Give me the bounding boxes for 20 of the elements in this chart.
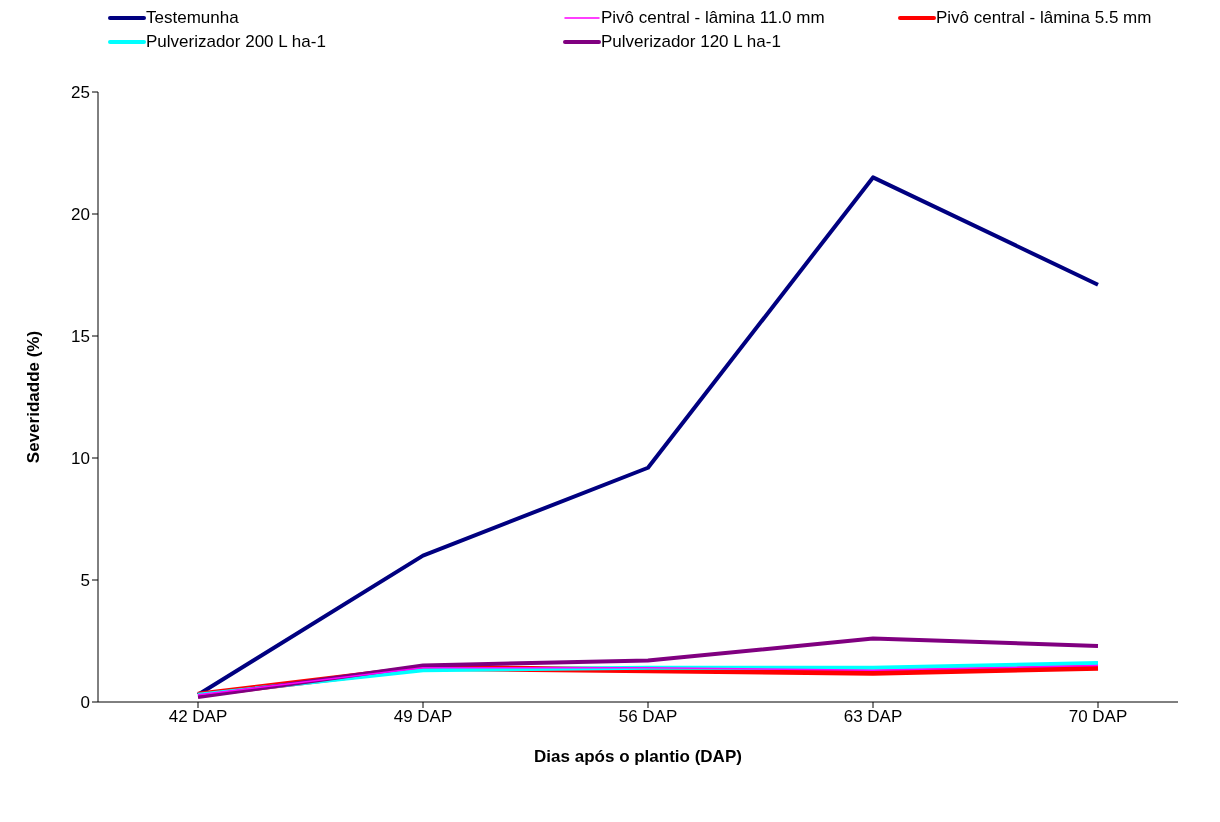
y-tick-label: 10 xyxy=(71,449,90,469)
line-series xyxy=(196,175,1100,697)
legend-label: Pulverizador 200 L ha-1 xyxy=(146,32,326,52)
y-tick-label: 0 xyxy=(80,693,90,713)
x-tick-label: 70 DAP xyxy=(1068,707,1128,727)
y-tick-label: 25 xyxy=(71,83,90,103)
line-series xyxy=(196,636,1100,700)
y-axis-title: Severidadde (%) xyxy=(24,330,44,464)
x-axis-title: Dias após o plantio (DAP) xyxy=(534,747,742,766)
legend-label: Testemunha xyxy=(146,8,239,28)
legend-label: Pivô central - lâmina 5.5 mm xyxy=(936,8,1152,28)
y-tick-label: 15 xyxy=(71,327,90,347)
x-tick-label: 42 DAP xyxy=(168,707,228,727)
y-tick-label: 20 xyxy=(71,205,90,225)
x-tick-label: 56 DAP xyxy=(618,707,678,727)
legend-label: Pivô central - lâmina 11.0 mm xyxy=(601,8,825,28)
x-tick-label: 49 DAP xyxy=(393,707,453,727)
x-tick-label: 63 DAP xyxy=(843,707,903,727)
y-tick-label: 5 xyxy=(80,571,90,591)
legend-label: Pulverizador 120 L ha-1 xyxy=(601,32,781,52)
